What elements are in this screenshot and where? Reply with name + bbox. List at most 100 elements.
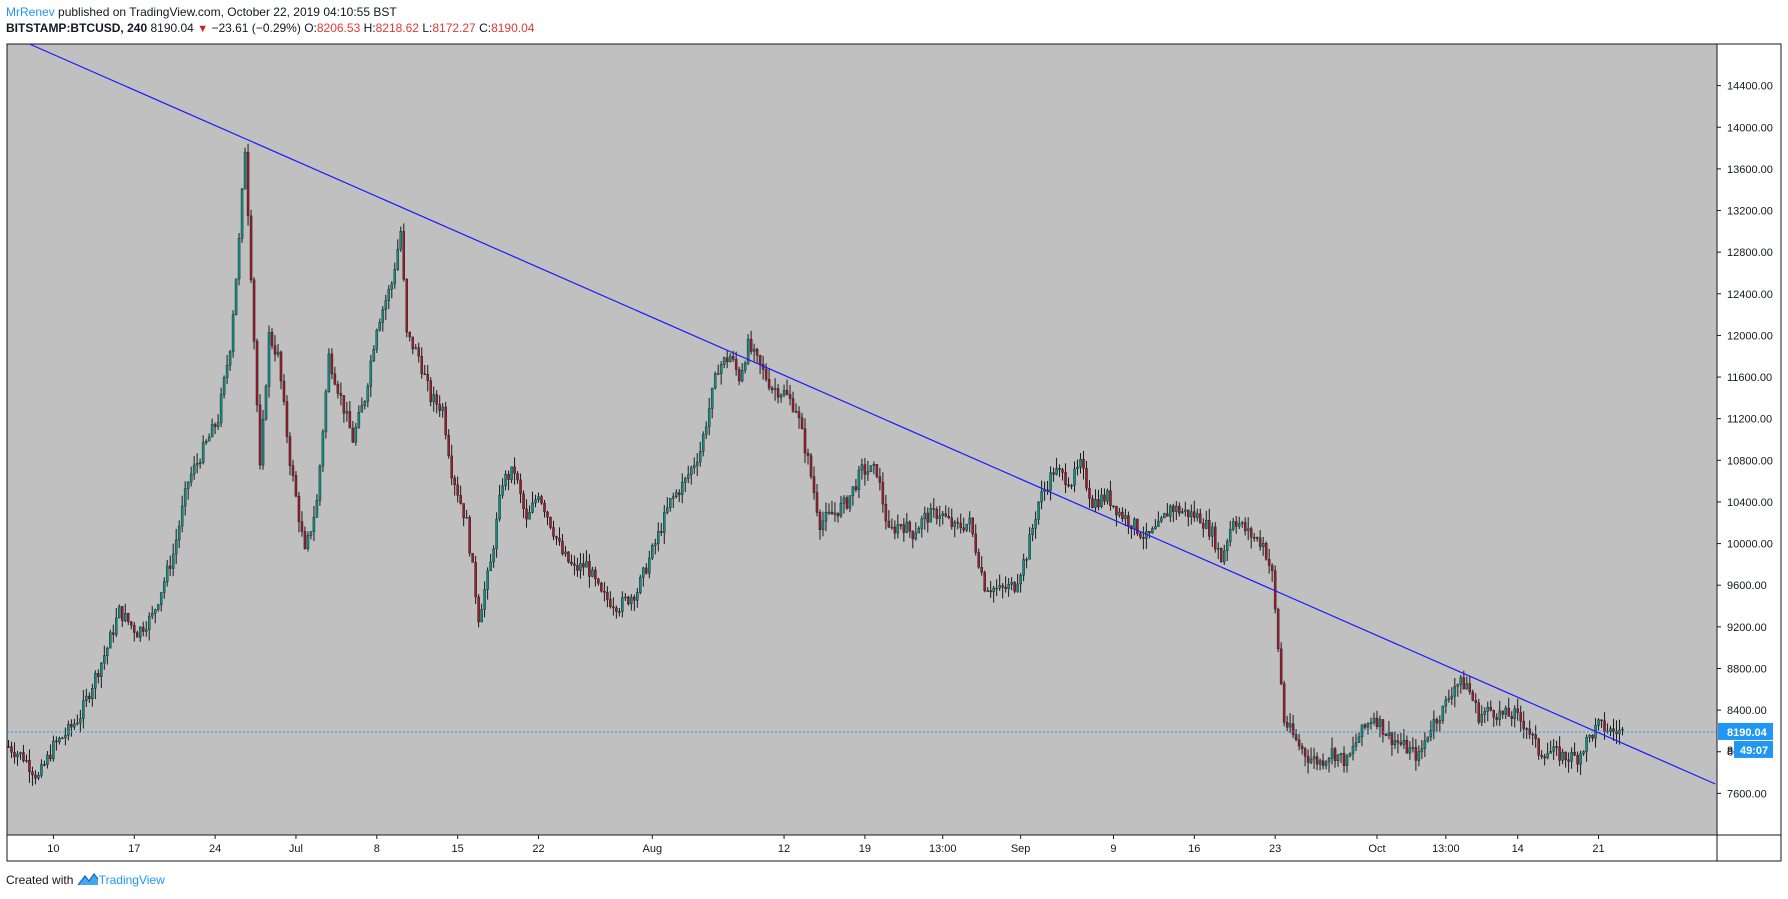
footer: Created with TradingView xyxy=(6,872,165,887)
candle-body xyxy=(282,380,286,402)
candle-body xyxy=(660,531,663,533)
candle-body xyxy=(1591,735,1594,739)
candle-body xyxy=(1438,720,1442,724)
candle-body xyxy=(1483,711,1487,715)
candle-body xyxy=(345,411,349,414)
candle-body xyxy=(570,561,573,564)
candle-body xyxy=(779,394,783,398)
candle-body xyxy=(40,764,43,776)
candle-body xyxy=(85,695,88,701)
candle-body xyxy=(127,613,130,622)
candle-body xyxy=(357,411,361,428)
candle-body xyxy=(675,492,678,497)
candle-body xyxy=(429,380,432,403)
x-tick-label: 16 xyxy=(1188,843,1200,855)
candle-body xyxy=(1354,742,1358,747)
y-axis-labels: 14400.00 14000.00 13600.00 13200.00 12800.00… xyxy=(1717,81,1773,800)
candle-body xyxy=(707,408,711,428)
candle-body xyxy=(1115,505,1118,516)
price-axis[interactable] xyxy=(1716,43,1782,836)
candle-body xyxy=(171,553,175,569)
candle-body xyxy=(953,521,956,527)
candle-body xyxy=(540,496,543,504)
candle-body xyxy=(513,466,516,474)
candle-body xyxy=(791,398,795,412)
candle-body xyxy=(923,512,927,520)
candle-body xyxy=(1405,739,1409,754)
candle-body xyxy=(327,353,331,392)
candle-body xyxy=(318,465,322,501)
candles-group xyxy=(7,143,1624,786)
candle-body xyxy=(207,436,211,442)
candle-body xyxy=(1549,751,1552,754)
candle-body xyxy=(890,526,894,529)
candle-body xyxy=(857,469,861,491)
candle-body xyxy=(37,775,40,779)
candle-body xyxy=(851,486,855,496)
candle-body xyxy=(273,345,277,355)
candle-body xyxy=(758,355,762,365)
candle-body xyxy=(1193,511,1196,518)
candle-body xyxy=(546,511,549,518)
candle-body xyxy=(878,476,882,483)
candle-body xyxy=(824,512,828,522)
candle-body xyxy=(1471,691,1475,701)
high-value: 8218.62 xyxy=(375,21,419,35)
candle-body xyxy=(225,365,229,378)
tradingview-brand[interactable]: TradingView xyxy=(98,873,165,887)
candle-body xyxy=(1420,748,1424,752)
candle-body xyxy=(492,548,495,563)
candle-body xyxy=(297,495,301,522)
candle-body xyxy=(800,417,804,429)
candle-body xyxy=(133,625,136,633)
candle-body xyxy=(360,405,364,413)
candle-body xyxy=(1318,760,1322,765)
candle-body xyxy=(875,464,879,477)
candle-body xyxy=(1222,550,1226,563)
candle-body xyxy=(543,502,546,513)
candle-body xyxy=(1049,472,1052,491)
candle-body xyxy=(1315,756,1319,765)
candle-body xyxy=(1240,522,1244,524)
candle-body xyxy=(746,338,750,364)
symbol-label[interactable]: BITSTAMP:BTCUSD, 240 xyxy=(6,21,148,35)
x-tick-label: 14 xyxy=(1512,843,1524,855)
candle-body xyxy=(872,464,876,466)
candle-body xyxy=(480,609,483,623)
candle-body xyxy=(396,249,400,270)
overlays-group xyxy=(7,43,1717,785)
time-axis[interactable] xyxy=(6,834,1718,862)
candle-body xyxy=(905,521,909,533)
candle-body xyxy=(977,552,980,568)
candle-body xyxy=(1282,683,1286,723)
candle-body xyxy=(1004,586,1007,589)
candle-body xyxy=(91,688,94,700)
candle-body xyxy=(1597,719,1600,726)
plot-area[interactable] xyxy=(6,43,1718,836)
candle-body xyxy=(516,473,519,481)
candle-body xyxy=(288,436,292,466)
candle-body xyxy=(710,387,714,409)
candle-body xyxy=(974,533,977,553)
candle-body xyxy=(384,300,388,310)
y-tick-label: 11600.00 xyxy=(1727,372,1772,384)
candle-body xyxy=(1255,537,1259,539)
candle-body xyxy=(1516,708,1519,713)
candle-body xyxy=(962,527,965,531)
candle-body xyxy=(1151,528,1154,534)
low-value: 8172.27 xyxy=(432,21,476,35)
author-link[interactable]: MrRenev xyxy=(6,5,55,19)
x-tick-label: 15 xyxy=(452,843,464,855)
candle-body xyxy=(468,517,471,554)
candle-body xyxy=(258,404,262,466)
trendline[interactable] xyxy=(29,43,1716,785)
hidden-tick-fragment: 8 xyxy=(1727,745,1733,757)
candle-body xyxy=(1492,710,1495,718)
candle-body xyxy=(1058,468,1061,470)
x-tick-label: Aug xyxy=(643,843,663,855)
candle-body xyxy=(10,746,13,753)
candle-body xyxy=(49,754,52,760)
candle-body xyxy=(1103,494,1106,502)
candle-body xyxy=(195,463,199,466)
